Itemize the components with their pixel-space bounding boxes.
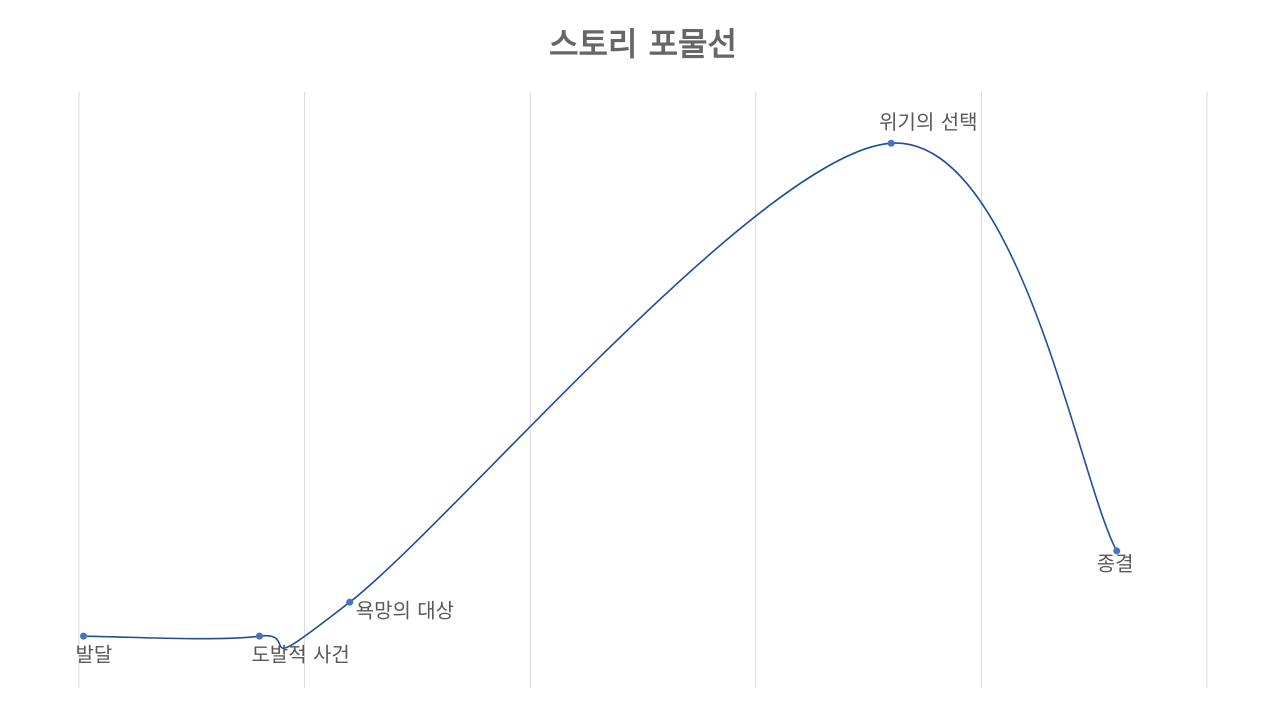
point-label: 도발적 사건 bbox=[251, 643, 349, 667]
marker bbox=[1113, 547, 1121, 555]
point-label: 발달 bbox=[76, 643, 113, 667]
point-label: 종결 bbox=[1097, 551, 1134, 575]
marker bbox=[887, 139, 895, 147]
curve bbox=[83, 142, 1118, 649]
marker bbox=[346, 598, 354, 606]
chart-title: 스토리 포물선 bbox=[549, 25, 737, 63]
marker bbox=[80, 632, 88, 640]
point-label: 위기의 선택 bbox=[879, 110, 977, 134]
marker bbox=[255, 632, 263, 640]
point-label: 욕망의 대상 bbox=[356, 599, 454, 623]
